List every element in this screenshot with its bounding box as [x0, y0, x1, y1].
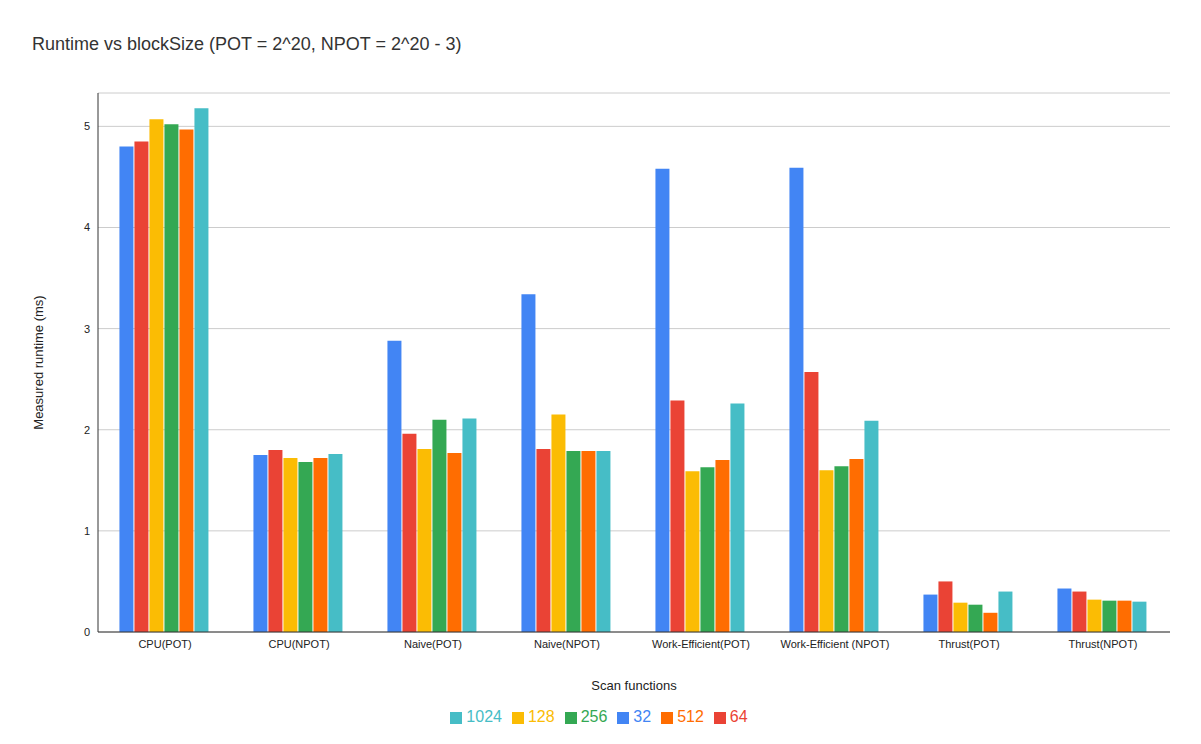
- svg-text:0: 0: [84, 626, 90, 638]
- svg-text:4: 4: [84, 221, 90, 233]
- svg-text:3: 3: [84, 323, 90, 335]
- html-text:128: 128: [527, 708, 555, 725]
- svg-text:5: 5: [84, 120, 90, 132]
- svg-text:1: 1: [84, 525, 90, 537]
- html-text:1024: 1024: [466, 708, 502, 725]
- svg-text:2: 2: [84, 424, 90, 436]
- svg-text:Thrust(NPOT): Thrust(NPOT): [1068, 638, 1137, 650]
- svg-text:Naive(NPOT): Naive(NPOT): [534, 638, 600, 650]
- svg-text:CPU(POT): CPU(POT): [138, 638, 191, 650]
- html-text:256: 256: [580, 708, 608, 725]
- svg-text:CPU(NPOT): CPU(NPOT): [268, 638, 329, 650]
- html-text:512: 512: [677, 708, 704, 725]
- html-text:32: 32: [633, 708, 652, 725]
- html-text:Runtime vs blockSize (POT = 2^: Runtime vs blockSize (POT = 2^20, NPOT =…: [32, 34, 462, 54]
- svg-text:Naive(POT): Naive(POT): [404, 638, 462, 650]
- svg-text:Thrust(POT): Thrust(POT): [938, 638, 999, 650]
- svg-text:Measured runtime (ms): Measured runtime (ms): [31, 295, 46, 429]
- svg-text:Work-Efficient (NPOT): Work-Efficient (NPOT): [781, 638, 890, 650]
- svg-text:Work-Efficient(POT): Work-Efficient(POT): [652, 638, 750, 650]
- html-text:64: 64: [729, 708, 748, 725]
- svg-text:Scan functions: Scan functions: [591, 678, 677, 693]
